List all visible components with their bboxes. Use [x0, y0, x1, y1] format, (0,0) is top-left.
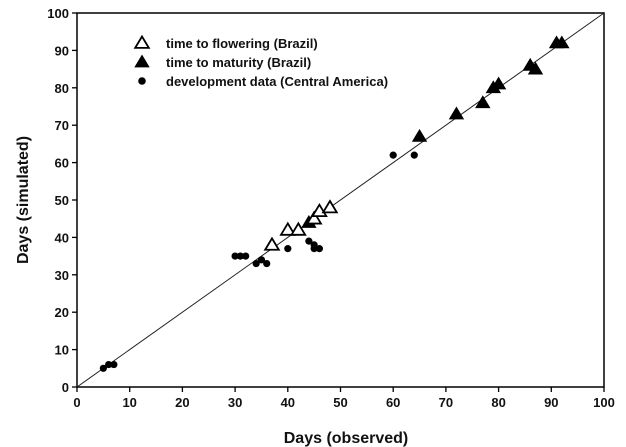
development-point — [110, 360, 118, 369]
legend: time to flowering (Brazil) time to maturi… — [133, 34, 388, 89]
maturity-point — [475, 95, 491, 109]
flowering-point — [305, 210, 323, 225]
development-point — [105, 360, 113, 369]
y-tick-label: 60 — [55, 156, 69, 171]
x-tick-label: 50 — [333, 395, 347, 410]
maturity-point — [411, 128, 428, 142]
one-to-one-line — [76, 12, 605, 388]
y-tick-label: 30 — [55, 268, 69, 283]
maturity-point — [554, 35, 570, 49]
flowering-point — [321, 199, 339, 214]
legend-marker-maturity — [134, 54, 150, 68]
development-point — [389, 151, 397, 159]
development-point — [263, 259, 271, 268]
y-tick-label: 50 — [55, 193, 69, 208]
y-tick-label: 70 — [55, 118, 69, 133]
x-tick-label: 70 — [439, 395, 453, 410]
development-point — [305, 237, 313, 245]
development-point — [242, 252, 250, 260]
development-point — [410, 151, 418, 159]
y-tick-label: 20 — [55, 305, 69, 320]
development-point — [315, 245, 324, 253]
legend-label: time to maturity (Brazil) — [166, 55, 311, 70]
development-point — [99, 364, 107, 372]
data-marks — [99, 35, 570, 372]
development-point — [284, 245, 292, 253]
legend-marker-development — [138, 77, 146, 85]
legend-label: development data (Central America) — [166, 74, 388, 89]
x-tick-label: 10 — [122, 395, 136, 410]
y-axis-title: Days (simulated) — [15, 136, 32, 264]
y-tick-label: 40 — [55, 230, 69, 245]
x-tick-label: 60 — [386, 395, 400, 410]
maturity-point — [527, 61, 544, 75]
flowering-point — [279, 221, 297, 236]
development-point — [257, 256, 266, 264]
legend-marker-flowering — [133, 34, 151, 49]
x-tick-label: 20 — [175, 395, 189, 410]
development-point — [252, 259, 260, 268]
x-tick-label: 40 — [281, 395, 295, 410]
x-tick-label: 100 — [593, 395, 615, 410]
y-tick-label: 0 — [62, 380, 69, 395]
maturity-point — [490, 76, 507, 90]
x-axis-title: Days (observed) — [284, 430, 409, 447]
development-point — [231, 252, 239, 260]
y-tick-label: 10 — [55, 343, 69, 358]
maturity-point — [448, 106, 465, 120]
y-tick-label: 90 — [55, 43, 69, 58]
axes: 0 10 20 30 40 50 60 70 80 90 100 0 10 20 30 40 50 60 70 80 9… — [47, 6, 615, 410]
x-tick-label: 90 — [544, 395, 558, 410]
x-tick-label: 0 — [73, 395, 80, 410]
development-point — [310, 245, 318, 253]
flowering-point — [263, 236, 281, 251]
x-tick-label: 80 — [491, 395, 505, 410]
y-tick-label: 80 — [55, 81, 69, 96]
x-tick-label: 30 — [228, 395, 242, 410]
legend-label: time to flowering (Brazil) — [166, 36, 318, 51]
flowering-point — [289, 221, 307, 236]
y-tick-label: 100 — [47, 6, 69, 21]
development-point — [236, 252, 244, 260]
